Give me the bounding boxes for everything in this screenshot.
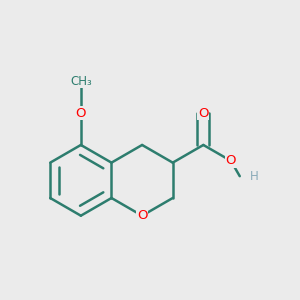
Text: O: O	[137, 209, 147, 222]
Text: O: O	[198, 106, 208, 120]
Text: O: O	[76, 106, 86, 120]
Text: CH₃: CH₃	[70, 75, 92, 88]
Text: H: H	[250, 170, 259, 183]
Text: O: O	[226, 154, 236, 167]
